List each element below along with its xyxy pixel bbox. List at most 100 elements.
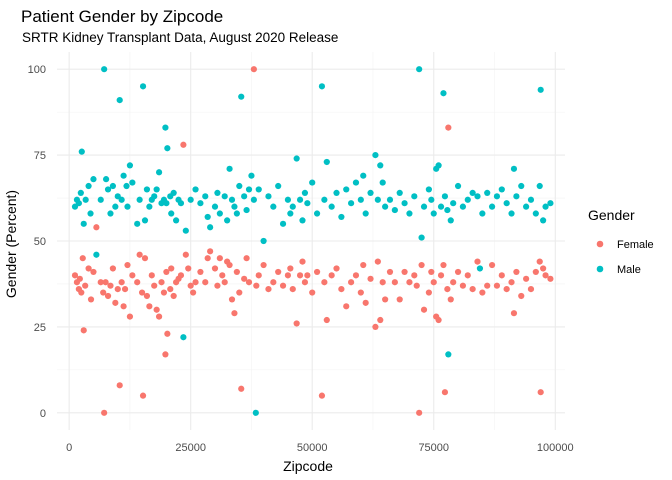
female-point <box>348 279 355 286</box>
male-point <box>323 158 330 166</box>
female-point <box>289 286 296 293</box>
y-tick-label: 50 <box>34 236 46 248</box>
female-point <box>382 296 389 303</box>
female-point <box>126 313 134 320</box>
female-point <box>100 289 107 296</box>
male-point <box>411 193 418 200</box>
legend-key-female <box>596 240 604 248</box>
male-point <box>527 196 535 203</box>
male-point <box>464 196 471 203</box>
male-point <box>474 193 481 200</box>
y-tick-label: 100 <box>28 64 46 76</box>
female-point <box>450 279 457 286</box>
female-point <box>71 272 79 279</box>
male-point <box>153 186 160 193</box>
female-point <box>296 272 304 279</box>
male-point <box>523 203 530 210</box>
male-point <box>265 193 272 200</box>
female-point <box>204 255 211 262</box>
male-point <box>343 186 350 193</box>
male-point <box>386 196 394 203</box>
male-point <box>82 196 89 203</box>
male-point <box>445 351 452 358</box>
male-point <box>454 182 462 190</box>
male-point <box>396 189 403 196</box>
male-point <box>192 186 199 193</box>
female-point <box>360 261 367 269</box>
male-point <box>425 186 432 193</box>
female-point <box>141 255 149 262</box>
x-tick-label: 75000 <box>418 442 449 454</box>
male-point <box>236 182 243 190</box>
female-point <box>182 251 189 258</box>
female-point <box>510 310 518 317</box>
male-point <box>248 172 255 179</box>
male-point <box>275 182 282 190</box>
female-point <box>313 268 321 276</box>
female-point <box>120 303 127 310</box>
female-point <box>76 275 83 282</box>
x-tick-label: 100000 <box>537 442 574 454</box>
female-point <box>513 268 520 276</box>
male-point <box>444 206 451 214</box>
male-point <box>338 213 345 221</box>
female-point <box>503 286 510 293</box>
female-point <box>93 224 100 231</box>
male-point <box>173 217 180 224</box>
male-point <box>547 200 554 207</box>
female-point <box>547 275 554 282</box>
male-point <box>542 203 549 210</box>
male-point <box>391 206 398 214</box>
female-point <box>107 282 114 289</box>
female-point <box>207 248 214 255</box>
female-point <box>185 265 192 272</box>
male-point <box>255 186 262 193</box>
male-point <box>287 210 294 217</box>
male-point <box>284 196 292 203</box>
male-point <box>245 186 253 193</box>
male-point <box>420 203 428 210</box>
female-point <box>255 272 262 279</box>
female-point <box>136 251 143 258</box>
female-point <box>112 299 119 306</box>
male-point <box>333 189 340 196</box>
female-point <box>527 286 535 293</box>
male-point <box>437 203 445 210</box>
male-point <box>97 196 104 203</box>
female-point <box>523 275 530 282</box>
major-gridlines <box>57 52 565 430</box>
female-point <box>318 392 326 399</box>
female-point <box>158 279 165 286</box>
female-point <box>250 66 257 73</box>
male-point <box>126 162 134 169</box>
female-point <box>304 272 311 279</box>
male-point <box>211 203 219 210</box>
male-point <box>233 210 240 217</box>
male-point <box>513 193 520 200</box>
male-point <box>459 203 467 210</box>
female-point <box>459 282 467 289</box>
female-point <box>444 286 451 293</box>
female-point <box>219 272 226 279</box>
female-point <box>416 409 423 416</box>
male-point <box>124 203 131 210</box>
x-axis-title: Zipcode <box>283 458 333 474</box>
male-point <box>80 220 87 227</box>
female-point <box>338 286 345 293</box>
male-point <box>488 203 496 210</box>
male-point <box>450 200 457 207</box>
male-point <box>134 220 141 227</box>
male-point <box>498 186 505 193</box>
male-point <box>299 217 306 224</box>
male-point <box>484 189 491 196</box>
male-point <box>180 334 187 341</box>
male-point <box>187 196 194 203</box>
male-point <box>503 200 510 207</box>
male-point <box>118 196 125 203</box>
male-point <box>207 224 214 231</box>
female-point <box>78 289 85 296</box>
female-point <box>469 286 476 293</box>
female-point <box>352 272 360 279</box>
female-point <box>488 261 496 269</box>
female-point <box>102 279 109 286</box>
